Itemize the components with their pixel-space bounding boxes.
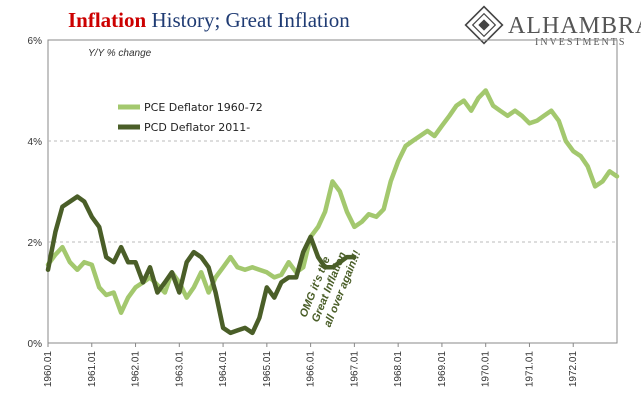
y-tick-label: 0% — [28, 339, 43, 350]
x-tick-label: 1972.01 — [568, 351, 579, 388]
x-tick-label: 1967.01 — [349, 351, 360, 388]
legend-label-pcd: PCD Deflator 2011- — [144, 121, 250, 134]
plot-frame — [47, 39, 618, 344]
x-tick-label: 1968.01 — [393, 351, 404, 388]
x-tick-label: 1961.01 — [87, 351, 98, 388]
logo-sub: INVESTMENTS — [535, 37, 626, 48]
x-tick-label: 1963.01 — [174, 351, 185, 388]
x-tick-label: 1971.01 — [524, 351, 535, 388]
y-tick-label: 2% — [28, 238, 43, 249]
series-line-pcd — [45, 194, 357, 336]
legend: PCE Deflator 1960-72 PCD Deflator 2011- — [118, 101, 263, 134]
title-accent: Inflation — [68, 8, 147, 32]
legend-label-pce: PCE Deflator 1960-72 — [144, 101, 263, 114]
logo-name: ALHAMBRA — [508, 13, 641, 39]
x-tick-label: 1964.01 — [218, 351, 229, 388]
x-tick-label: 1966.01 — [306, 351, 317, 388]
title-rest: History; Great Inflation — [146, 8, 350, 32]
x-tick-label: 1965.01 — [262, 351, 273, 388]
x-tick-label: 1970.01 — [481, 351, 492, 388]
y-tick-label: 6% — [28, 36, 43, 47]
diamond-logo-icon — [464, 5, 504, 45]
alhambra-logo: ALHAMBRA INVESTMENTS — [464, 5, 641, 48]
x-tick-label: 1962.01 — [131, 351, 142, 388]
chart-subtitle: Y/Y % change — [88, 48, 152, 59]
y-tick-label: 4% — [28, 137, 43, 148]
x-tick-label: 1969.01 — [437, 351, 448, 388]
chart-title: Inflation History; Great Inflation — [68, 8, 350, 32]
x-tick-label: 1960.01 — [43, 351, 54, 388]
plot-area: 0% 2% 4% 6% 1960.01 1961.01 1962.01 1963.01 1964… — [28, 36, 620, 388]
